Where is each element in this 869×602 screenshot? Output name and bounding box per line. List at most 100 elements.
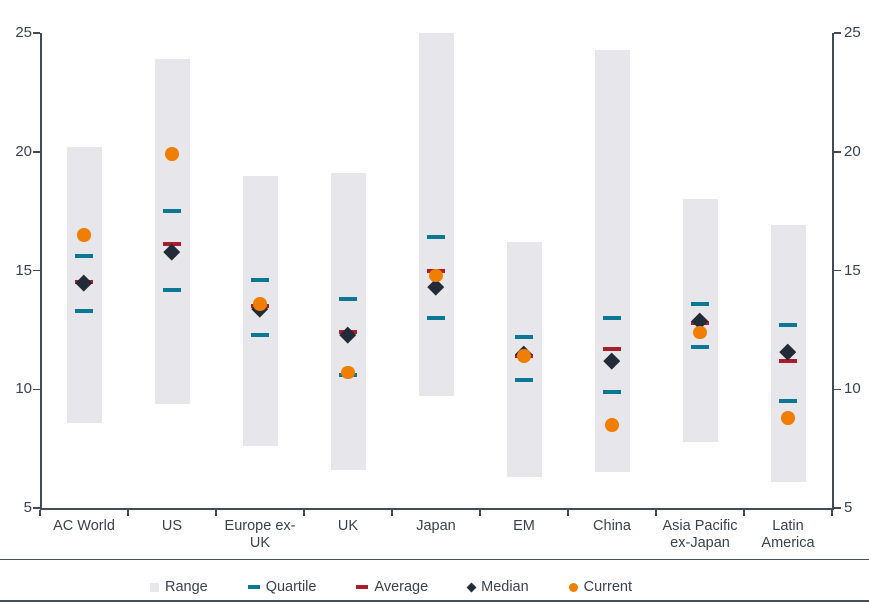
x-category-label: China	[562, 518, 662, 535]
y-tick-right	[833, 388, 841, 390]
current-marker-icon	[568, 582, 578, 592]
y-tick-label-left: 25	[15, 24, 32, 41]
quartile-dash	[163, 209, 181, 214]
x-category-label-line: AC World	[53, 518, 115, 534]
x-category-label: Asia Pacific ex-Japan	[650, 518, 750, 552]
quartile-marker-icon	[247, 585, 260, 589]
x-tick	[831, 509, 833, 516]
current-circle	[693, 325, 707, 339]
legend-label: Current	[583, 579, 632, 595]
x-tick	[743, 509, 745, 516]
y-tick-left	[33, 32, 40, 34]
x-category-label: US	[122, 518, 222, 535]
y-tick-label-left: 15	[15, 261, 32, 279]
x-category-label-line: UK	[337, 518, 359, 534]
x-tick	[567, 509, 569, 516]
x-category-label-line: Japan	[416, 518, 456, 534]
legend-label: Average	[374, 579, 429, 595]
quartile-dash	[427, 235, 445, 240]
x-tick	[303, 509, 305, 516]
range-bar	[418, 33, 454, 397]
average-dash	[779, 358, 797, 363]
x-category-label-line: EM	[513, 518, 535, 534]
quartile-dash	[427, 316, 445, 320]
y-axis-left	[40, 33, 42, 508]
range-marker-icon	[150, 582, 159, 592]
y-tick-left	[33, 507, 40, 509]
quartile-dash	[75, 254, 93, 259]
x-category-label-line: America	[761, 535, 815, 551]
x-category-label-line: China	[593, 518, 631, 534]
quartile-dash	[515, 335, 533, 339]
current-circle	[77, 228, 91, 242]
y-tick-label-right: 25	[844, 24, 861, 41]
x-category-label-line: UK	[249, 535, 271, 551]
y-tick-left	[33, 388, 40, 390]
current-circle	[517, 349, 531, 363]
x-category-label: Europe ex- UK	[210, 518, 310, 552]
average-marker-icon	[356, 585, 369, 589]
y-tick-right	[833, 32, 841, 34]
quartile-dash	[603, 316, 621, 320]
y-tick-label-right: 15	[844, 261, 861, 279]
legend-item-current: Current	[568, 579, 632, 595]
legend-item-median: Median	[466, 579, 529, 595]
y-tick-right	[833, 507, 841, 509]
quartile-dash	[691, 301, 709, 306]
y-tick-right	[833, 269, 841, 272]
x-category-label-line: Europe ex-	[224, 518, 296, 534]
x-category-label-line: Latin	[772, 518, 804, 534]
x-tick	[391, 509, 393, 516]
legend-label: Range	[165, 579, 208, 595]
x-axis	[40, 508, 834, 510]
quartile-dash	[75, 308, 93, 313]
y-tick-label-right: 5	[844, 499, 853, 516]
x-category-label-line: Asia Pacific	[662, 518, 738, 534]
quartile-dash	[251, 332, 269, 337]
range-bar	[330, 173, 366, 470]
median-marker-icon	[466, 582, 477, 592]
current-circle	[781, 411, 795, 425]
quartile-dash	[779, 399, 797, 404]
average-dash	[603, 346, 621, 351]
y-tick-label-left: 5	[23, 499, 32, 516]
quartile-dash	[515, 377, 533, 382]
x-tick	[655, 509, 657, 516]
quartile-dash	[251, 278, 269, 282]
x-category-label: Latin America	[738, 518, 838, 552]
y-tick-label-right: 20	[844, 142, 861, 160]
legend-item-quartile: Quartile	[247, 579, 317, 595]
range-bar	[594, 49, 630, 473]
x-tick	[479, 509, 481, 516]
quartile-dash	[163, 287, 181, 292]
y-tick-label-left: 10	[15, 380, 32, 398]
y-tick-label-left: 20	[15, 142, 32, 160]
x-category-label: EM	[474, 518, 574, 535]
y-tick-left	[33, 151, 40, 153]
bottom-rule	[0, 600, 869, 602]
x-category-label: Japan	[386, 518, 486, 535]
x-category-label: UK	[298, 518, 398, 535]
legend-label: Quartile	[265, 579, 317, 595]
x-tick	[39, 509, 41, 516]
x-tick	[215, 509, 217, 516]
current-circle	[429, 268, 443, 282]
current-circle	[253, 297, 267, 311]
current-circle	[605, 418, 619, 432]
legend-item-average: Average	[356, 579, 428, 595]
quartile-dash	[603, 389, 621, 394]
legend-item-range: Range	[150, 579, 208, 595]
x-category-label-line: US	[161, 518, 183, 534]
y-tick-label-right: 10	[844, 380, 861, 398]
y-tick-left	[33, 269, 40, 272]
x-category-label-line: ex-Japan	[670, 535, 730, 551]
legend-top-rule	[0, 559, 869, 560]
y-axis-right	[832, 33, 834, 508]
range-bar	[154, 59, 190, 404]
quartile-dash	[779, 323, 797, 328]
quartile-dash	[339, 297, 357, 301]
chart-legend: Range Quartile Average Median Current	[150, 576, 632, 598]
legend-label: Median	[481, 579, 529, 595]
x-tick	[127, 509, 129, 516]
